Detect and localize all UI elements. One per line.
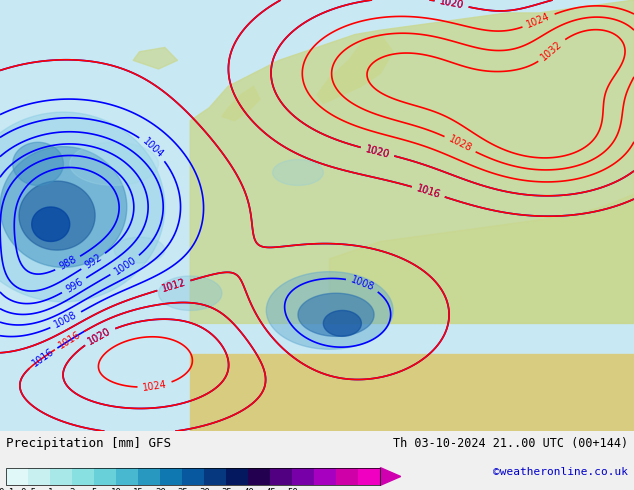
Bar: [138, 467, 160, 485]
Polygon shape: [13, 142, 63, 185]
Text: 15: 15: [133, 488, 144, 490]
Text: 0.5: 0.5: [20, 488, 36, 490]
Bar: [249, 467, 270, 485]
Bar: [204, 467, 226, 485]
Polygon shape: [330, 194, 634, 323]
Text: 1024: 1024: [142, 379, 168, 393]
Text: 45: 45: [265, 488, 276, 490]
Text: 1012: 1012: [160, 277, 187, 294]
Polygon shape: [298, 293, 374, 336]
Text: 20: 20: [155, 488, 165, 490]
Text: 1016: 1016: [415, 183, 441, 200]
Text: 1020: 1020: [365, 144, 391, 160]
Text: 40: 40: [243, 488, 254, 490]
Text: 1016: 1016: [415, 183, 441, 200]
Bar: [72, 467, 94, 485]
Text: 1016: 1016: [56, 330, 82, 351]
Polygon shape: [190, 354, 634, 431]
Text: 1020: 1020: [439, 0, 465, 11]
Bar: [160, 467, 183, 485]
Polygon shape: [222, 86, 260, 121]
Polygon shape: [380, 467, 401, 485]
Bar: [226, 467, 249, 485]
Text: 1008: 1008: [349, 275, 376, 293]
Text: 1012: 1012: [160, 277, 187, 294]
Text: 992: 992: [83, 252, 104, 270]
Text: 1020: 1020: [86, 326, 113, 346]
Text: 5: 5: [92, 488, 97, 490]
Polygon shape: [323, 311, 361, 336]
Polygon shape: [133, 48, 178, 69]
Text: 35: 35: [221, 488, 232, 490]
Bar: [358, 467, 380, 485]
Text: 50: 50: [287, 488, 298, 490]
Polygon shape: [70, 142, 158, 185]
Text: 1032: 1032: [539, 39, 564, 62]
Text: 1020: 1020: [365, 144, 391, 160]
Text: 1000: 1000: [112, 255, 138, 276]
Text: 1: 1: [48, 488, 53, 490]
Polygon shape: [114, 237, 165, 263]
Polygon shape: [158, 276, 222, 311]
Text: 10: 10: [111, 488, 122, 490]
Text: 2: 2: [70, 488, 75, 490]
Text: 25: 25: [177, 488, 188, 490]
Bar: [6, 467, 29, 485]
Bar: [94, 467, 117, 485]
Text: Th 03-10-2024 21..00 UTC (00+144): Th 03-10-2024 21..00 UTC (00+144): [392, 437, 628, 450]
Text: 1028: 1028: [447, 134, 474, 154]
Polygon shape: [190, 0, 634, 323]
Text: 1008: 1008: [53, 310, 79, 330]
Text: 30: 30: [199, 488, 210, 490]
Bar: [6, 467, 380, 485]
Polygon shape: [19, 181, 95, 250]
Bar: [292, 467, 314, 485]
Bar: [29, 467, 50, 485]
Polygon shape: [0, 147, 127, 268]
Bar: [314, 467, 337, 485]
Text: Precipitation [mm] GFS: Precipitation [mm] GFS: [6, 437, 171, 450]
Polygon shape: [32, 207, 70, 242]
Text: 1024: 1024: [526, 11, 552, 30]
Text: 996: 996: [64, 276, 85, 294]
Text: 988: 988: [58, 255, 79, 272]
Polygon shape: [273, 160, 323, 185]
Bar: [183, 467, 204, 485]
Text: ©weatheronline.co.uk: ©weatheronline.co.uk: [493, 467, 628, 477]
Bar: [270, 467, 292, 485]
Text: 1020: 1020: [439, 0, 465, 11]
Text: 1016: 1016: [30, 346, 56, 369]
Polygon shape: [317, 34, 393, 103]
Text: 1020: 1020: [86, 326, 113, 346]
Text: 1004: 1004: [140, 137, 165, 161]
Bar: [117, 467, 138, 485]
Bar: [50, 467, 72, 485]
Polygon shape: [0, 112, 165, 302]
Polygon shape: [266, 271, 393, 349]
Bar: [337, 467, 358, 485]
Text: 0.1: 0.1: [0, 488, 15, 490]
